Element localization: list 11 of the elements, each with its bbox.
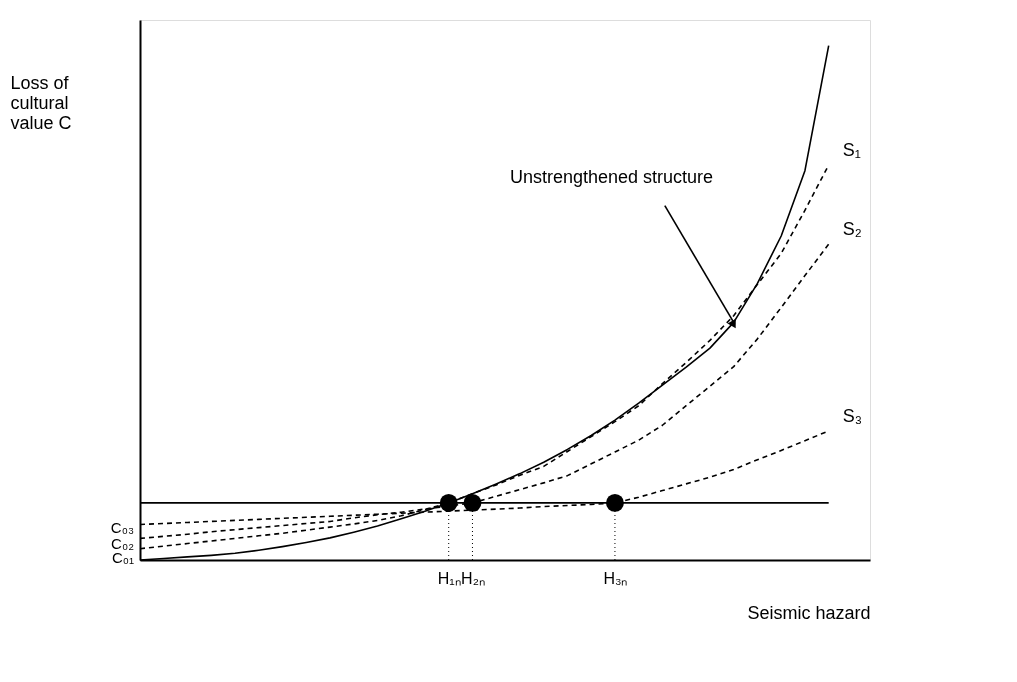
x-axis-title: Seismic hazard <box>747 602 871 623</box>
series-label: S₁ <box>842 140 861 161</box>
series-label: S₃ <box>842 405 863 426</box>
text: C₀₂ <box>111 535 135 553</box>
annotation: Unstrengthened structure <box>509 167 714 188</box>
x-tick-label: H₃ₙ <box>603 569 628 587</box>
y-axis-title: Loss of cultural value C <box>10 72 72 133</box>
series-label: S₂ <box>842 219 862 240</box>
x-tick-label: H₂ₙ <box>461 569 485 587</box>
text: C₀₃ <box>110 518 134 536</box>
x-tick-label: H₁ₙ <box>437 569 461 587</box>
